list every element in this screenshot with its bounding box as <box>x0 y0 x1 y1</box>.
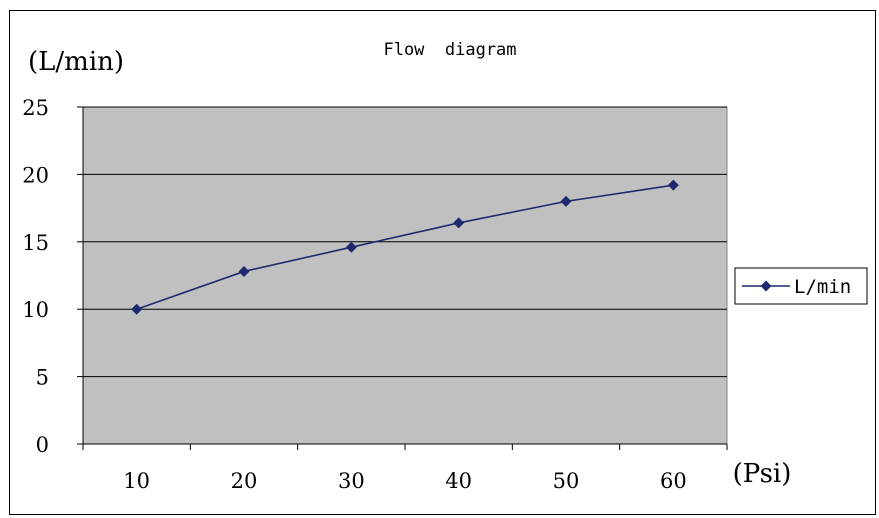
data-point <box>238 265 250 277</box>
x-tick-label: 50 <box>553 469 580 493</box>
data-point <box>560 195 572 207</box>
series-line <box>136 184 674 310</box>
x-tick-label: 40 <box>445 469 472 493</box>
y-tick-label: 5 <box>36 366 49 390</box>
y-tick-label: 25 <box>22 96 49 120</box>
data-point <box>453 217 465 229</box>
data-point <box>667 179 679 191</box>
x-tick-label: 10 <box>123 469 150 493</box>
legend-box <box>734 267 868 305</box>
y-tick-label: 10 <box>22 298 49 322</box>
y-axis-label: (L/min) <box>28 47 124 77</box>
x-tick-label: 30 <box>338 469 365 493</box>
y-tick-label: 15 <box>22 231 49 255</box>
y-tick-label: 0 <box>36 433 49 457</box>
plot-area <box>82 106 728 445</box>
x-axis-label: (Psi) <box>733 459 792 489</box>
chart-title: Flow diagram <box>383 40 516 60</box>
data-point <box>131 303 143 315</box>
y-tick-label: 20 <box>22 163 49 187</box>
x-tick-label: 20 <box>231 469 258 493</box>
x-tick-label: 60 <box>660 469 687 493</box>
legend-swatch-marker <box>760 280 772 292</box>
legend-label: L/min <box>794 276 851 298</box>
legend: L/min <box>734 267 868 305</box>
data-point <box>345 241 357 253</box>
